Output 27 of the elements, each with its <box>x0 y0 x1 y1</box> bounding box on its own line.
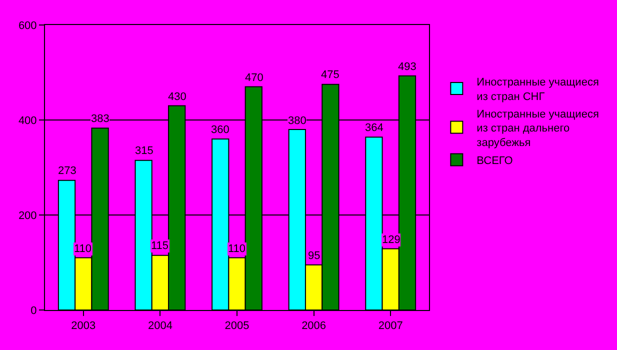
y-tick-label: 400 <box>18 114 37 127</box>
legend-label: ВСЕГО <box>476 155 514 168</box>
data-label: 383 <box>91 113 110 125</box>
data-label: 380 <box>288 115 306 127</box>
data-label: 493 <box>398 61 416 73</box>
data-label: 364 <box>365 122 384 134</box>
legend-label: Иностранные учащиеся из стран СНГ <box>476 76 599 103</box>
x-tick-label: 2006 <box>302 320 326 332</box>
x-tick-label: 2005 <box>224 320 250 332</box>
x-tick-label: 2004 <box>148 320 172 332</box>
legend-label: Иностранные учащиеся из стран дальнего зарубежья <box>476 108 599 149</box>
data-label: 110 <box>74 243 92 255</box>
data-label: 315 <box>135 145 154 157</box>
y-tick-label: 600 <box>18 20 37 32</box>
data-label: 360 <box>211 124 230 136</box>
data-label: 470 <box>245 72 264 84</box>
data-label: 95 <box>308 250 320 262</box>
data-label: 129 <box>382 234 400 246</box>
data-label: 273 <box>58 165 76 177</box>
data-label: 115 <box>151 240 169 252</box>
y-tick-label: 200 <box>18 210 37 222</box>
data-label: 430 <box>168 91 186 103</box>
data-label: 475 <box>321 69 340 81</box>
data-label: 110 <box>228 243 246 255</box>
y-tick-label: 0 <box>30 304 37 317</box>
x-tick-label: 2007 <box>378 320 403 332</box>
x-tick-label: 2003 <box>71 320 96 332</box>
